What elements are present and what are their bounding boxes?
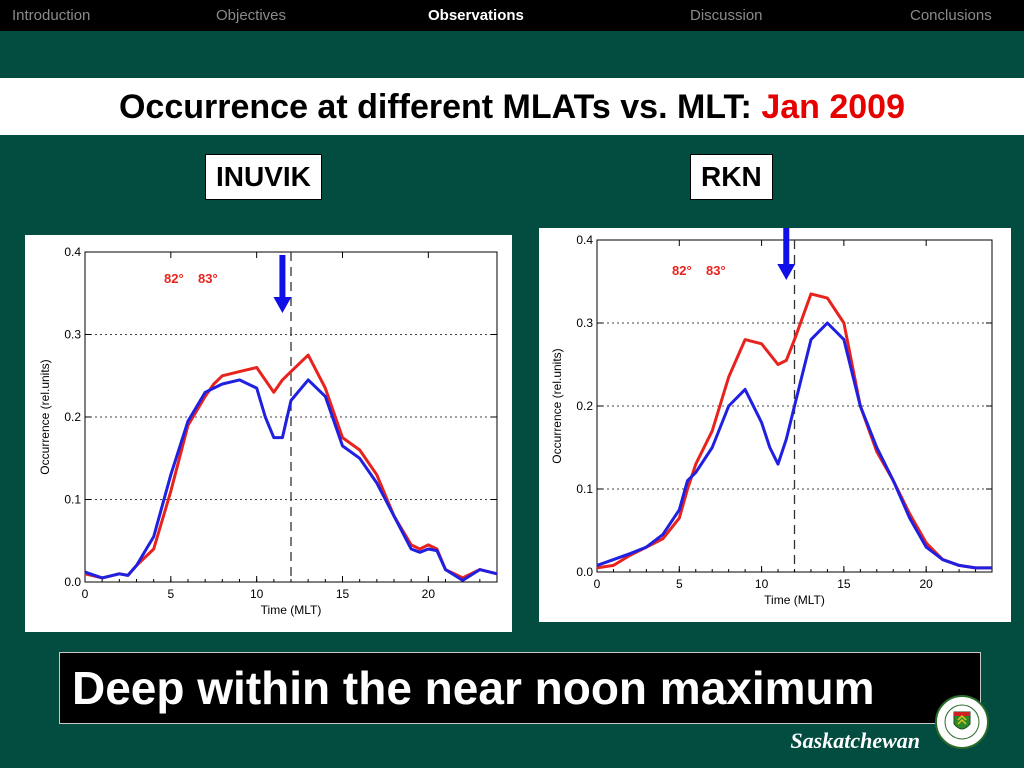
station-label-rkn: RKN [690,154,773,200]
y-tick-label: 0.3 [576,316,593,330]
legend-label-83: 83° [706,263,726,278]
nav-discussion[interactable]: Discussion [690,7,763,24]
x-tick-label: 5 [676,577,683,591]
y-tick-label: 0.4 [576,233,593,247]
station-label-inuvik: INUVIK [205,154,322,200]
slide-title-main: Occurrence at different MLATs vs. MLT: [118,88,762,126]
x-tick-label: 10 [755,577,769,591]
y-tick-label: 0.2 [64,410,81,424]
x-tick-label: 0 [82,587,89,601]
nav-introduction[interactable]: Introduction [12,7,91,24]
x-tick-label: 20 [919,577,933,591]
chart-rkn-svg: 0 5 10 15 20 0.0 0.1 0.2 0.3 0.4 Time (MLT) Occurre… [550,228,993,607]
y-tick-label: 0.4 [64,245,81,259]
y-axis-label: Occurrence (rel.units) [550,348,564,463]
x-tick-label: 15 [837,577,851,591]
x-tick-label: 5 [167,587,174,601]
x-tick-label: 0 [594,577,601,591]
y-tick-label: 0.1 [576,482,593,496]
nav-observations[interactable]: Observations [428,7,524,24]
arrow-down-icon [273,297,292,313]
x-tick-label: 10 [250,587,264,601]
series-line-83 [596,321,992,570]
x-tick-label: 20 [422,587,436,601]
chart-inuvik-svg: 0 5 10 15 20 0.0 0.1 0.2 0.3 0.4 Time (MLT) Occurre… [38,245,498,617]
top-navigation: Introduction Objectives Observations Dis… [0,0,1024,31]
x-axis-label: Time (MLT) [764,593,825,607]
title-bar: Occurrence at different MLATs vs. MLT: J… [0,78,1024,135]
y-tick-label: 0.1 [64,493,81,507]
nav-objectives[interactable]: Objectives [216,7,287,24]
slide-title: Occurrence at different MLATs vs. MLT: J… [0,88,1024,127]
nav-conclusions[interactable]: Conclusions [910,7,992,24]
y-tick-label: 0.0 [576,565,593,579]
legend-label-82: 82° [164,271,184,286]
legend-label-82: 82° [672,263,692,278]
y-axis-label: Occurrence (rel.units) [38,359,52,474]
y-tick-label: 0.2 [576,399,593,413]
x-axis-label: Time (MLT) [261,603,322,617]
slide-title-date: Jan 2009 [761,88,905,126]
series-line-83 [84,378,498,582]
series-line-82 [84,353,498,580]
arrow-down-icon [777,264,796,280]
chart-rkn: 0 5 10 15 20 0.0 0.1 0.2 0.3 0.4 Time (MLT) Occurre… [539,228,1011,622]
saskatchewan-seal-icon [935,695,989,749]
y-tick-label: 0.0 [64,575,81,589]
caption-text: Deep within the near noon maximum [72,662,875,714]
x-tick-label: 15 [336,587,350,601]
chart-inuvik: 0 5 10 15 20 0.0 0.1 0.2 0.3 0.4 Time (MLT) Occurre… [25,235,512,632]
series-line-82 [596,292,992,570]
y-tick-label: 0.3 [64,328,81,342]
legend-label-83: 83° [198,271,218,286]
footer-text: Saskatchewan [790,728,920,753]
caption-box: Deep within the near noon maximum [59,652,981,724]
